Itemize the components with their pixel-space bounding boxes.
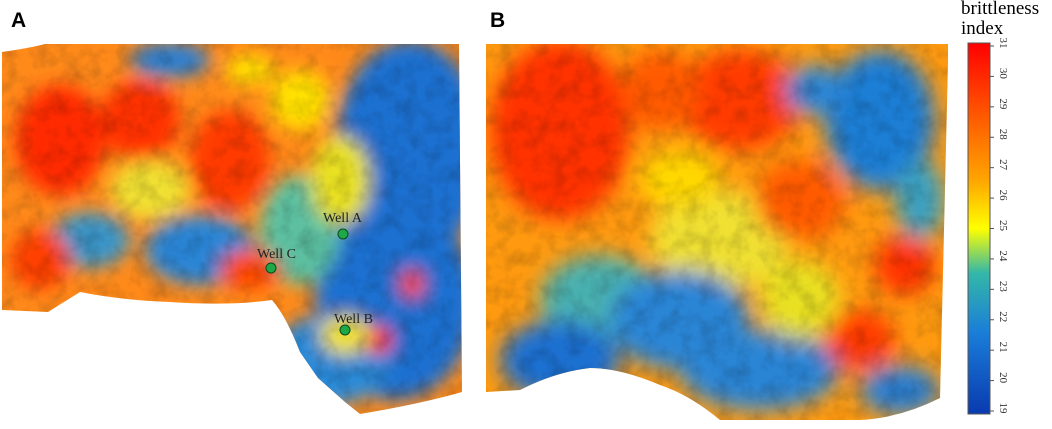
well-label-b: Well B [334,312,373,327]
legend-tick-label: 20 [997,372,1009,384]
legend-tick-label: 23 [997,281,1009,293]
legend-tick-label: 29 [997,98,1009,110]
legend-tick-label: 25 [997,220,1009,232]
legend-ticks: 31 30 29 28 27 26 25 24 23 22 21 20 19 [990,38,1009,415]
legend-tick-label: 22 [997,311,1009,322]
legend-tick-label: 19 [997,403,1009,415]
legend-tick-label: 27 [997,159,1009,171]
legend-tick-label: 30 [997,68,1009,80]
legend-title-line2: index [961,18,1004,39]
legend-tick-label: 28 [997,129,1009,141]
well-label-c: Well C [257,247,296,262]
legend-title: brittleness index [961,0,1039,39]
map-panel-a [2,44,462,414]
map-panel-b [486,44,948,420]
legend-tick-label: 24 [997,250,1009,262]
well-marker-b [339,324,351,336]
panel-label-a: A [11,9,27,32]
legend-tick-label: 26 [997,190,1009,202]
well-label-a: Well A [323,211,363,226]
legend-colorbar [967,42,991,415]
legend-tick-label: 31 [997,38,1009,49]
panel-label-b: B [490,9,506,32]
legend-tick-label: 21 [997,342,1009,353]
well-marker-a [337,228,349,240]
legend-title-line1: brittleness [961,0,1040,19]
well-marker-c [265,262,277,274]
